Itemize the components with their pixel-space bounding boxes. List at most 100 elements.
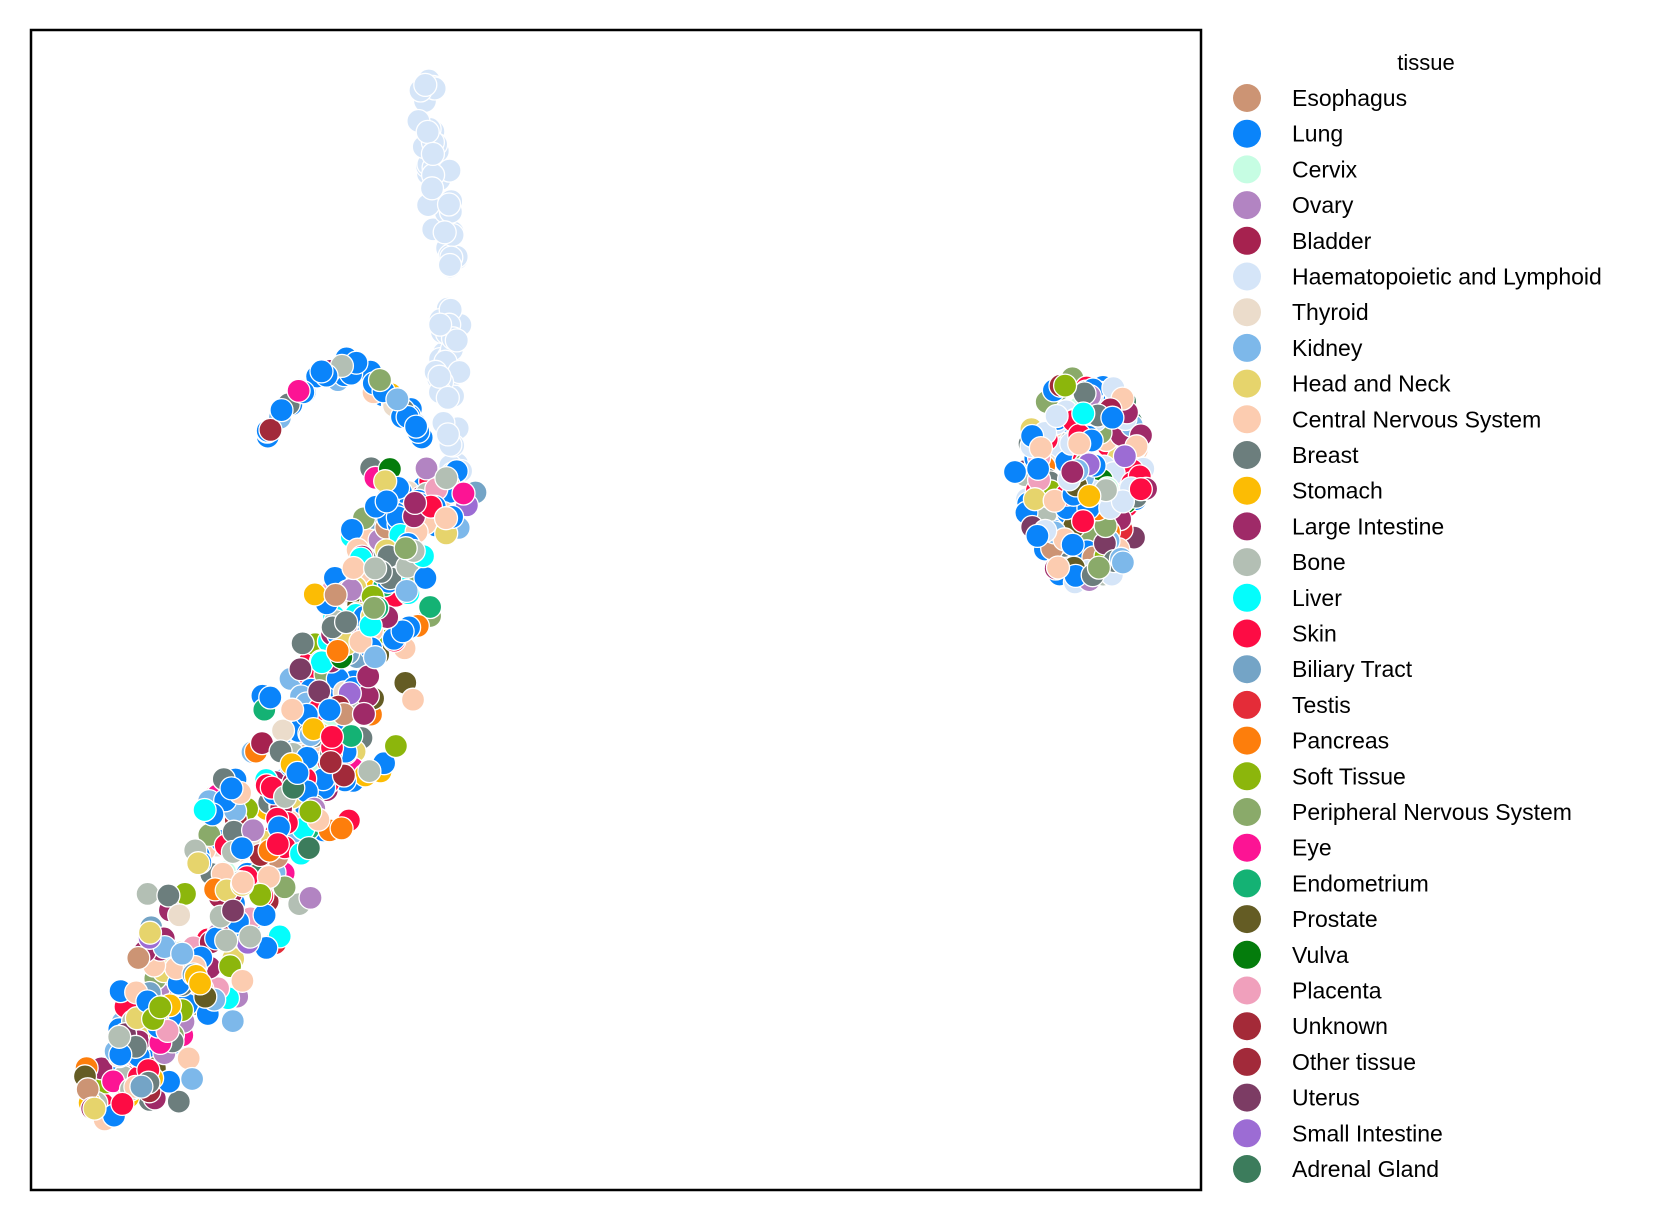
scatter-point: [435, 422, 461, 447]
scatter-point: [402, 490, 428, 516]
scatter-point: [413, 72, 438, 98]
legend-marker-soft-tissue: [1233, 762, 1261, 791]
scatter-point: [420, 141, 446, 167]
scatter-point: [110, 1091, 135, 1117]
scatter-point: [170, 941, 195, 966]
scatter-point: [329, 816, 354, 841]
scatter-point: [166, 1089, 191, 1114]
scatter-point: [270, 718, 296, 743]
legend: Esophagus Lung Cervix Ovary Bladder Haematopo…: [1233, 84, 1602, 1183]
legend-label: Other tissue: [1292, 1049, 1416, 1075]
scatter-point: [400, 687, 426, 712]
legend-label: Bone: [1292, 549, 1346, 575]
scatter-point: [252, 902, 277, 928]
scatter-point: [432, 220, 457, 245]
scatter-point: [129, 1074, 154, 1099]
legend-label: Small Intestine: [1292, 1120, 1443, 1146]
legend-marker-liver: [1233, 583, 1261, 612]
scatter-point: [444, 328, 469, 353]
scatter-point: [238, 924, 263, 949]
scatter-point: [220, 898, 246, 923]
scatter-point: [451, 481, 476, 506]
legend-label: Haematopoietic and Lymphoid: [1292, 264, 1602, 290]
scatter-point: [187, 971, 213, 996]
legend-marker-peripheral-nervous-system: [1233, 798, 1261, 826]
scatter-point: [1028, 435, 1054, 461]
legend-label: Ovary: [1292, 192, 1354, 218]
legend-marker-kidney: [1233, 333, 1261, 362]
legend-marker-endometrium: [1233, 869, 1261, 898]
scatter-point: [1045, 555, 1071, 580]
legend-label: Central Nervous System: [1292, 406, 1541, 432]
scatter-point: [434, 465, 459, 491]
scatter-point: [288, 657, 313, 682]
scatter-point: [1025, 523, 1050, 549]
scatter-point: [1110, 489, 1136, 514]
scatter-point: [1071, 401, 1096, 426]
scatter-point: [318, 749, 343, 775]
scatter-point: [374, 489, 399, 514]
scatter-point: [1044, 403, 1069, 429]
scatter-point: [167, 903, 192, 928]
scatter-point: [137, 920, 163, 945]
legend-marker-bone: [1233, 548, 1261, 577]
scatter-point: [427, 364, 452, 389]
legend-marker-prostate: [1233, 905, 1261, 934]
scatter-point: [385, 387, 410, 412]
legend-label: Biliary Tract: [1292, 656, 1413, 682]
scatter-point: [230, 968, 255, 993]
legend-marker-cervix: [1233, 155, 1261, 184]
scatter-point: [1025, 456, 1051, 481]
scatter-point: [317, 697, 342, 723]
legend-label: Head and Neck: [1292, 371, 1451, 397]
legend-marker-lung: [1233, 119, 1261, 148]
legend-title: tissue: [1397, 50, 1454, 75]
legend-label: Uterus: [1292, 1085, 1360, 1111]
scatter-point: [107, 1024, 132, 1049]
scatter-point: [265, 831, 290, 857]
legend-marker-esophagus: [1233, 84, 1261, 112]
legend-label: Placenta: [1292, 978, 1382, 1004]
scatter-point: [220, 1008, 245, 1034]
scatter-point: [417, 594, 443, 620]
legend-marker-thyroid: [1233, 298, 1261, 327]
scatter-point: [1112, 444, 1138, 469]
scatter-point: [427, 312, 453, 337]
legend-label: Bladder: [1292, 228, 1372, 254]
legend-label: Adrenal Gland: [1292, 1156, 1439, 1182]
scatter-point: [373, 469, 398, 494]
scatter-point: [1077, 483, 1102, 509]
scatter-point: [319, 724, 345, 749]
legend-marker-skin: [1233, 619, 1261, 648]
scatter-point: [415, 119, 440, 145]
scatter-point: [323, 582, 348, 608]
scatter-point: [1060, 532, 1085, 557]
scatter-point: [433, 506, 459, 531]
scatter-point: [383, 733, 409, 759]
scatter-point: [419, 176, 445, 201]
scatter-point: [290, 631, 315, 656]
legend-label: Stomach: [1292, 478, 1383, 504]
scatter-point: [285, 760, 310, 786]
legend-marker-large-intestine: [1233, 512, 1261, 541]
scatter-point: [390, 619, 415, 644]
legend-marker-adrenal-gland: [1233, 1155, 1261, 1183]
scatter-point: [258, 685, 283, 710]
scatter-point: [325, 638, 350, 664]
legend-label: Liver: [1292, 585, 1342, 611]
plot-frame: [29, 28, 1203, 1192]
scatter-point: [403, 414, 429, 439]
legend-marker-vulva: [1233, 940, 1261, 969]
legend-label: Unknown: [1292, 1013, 1388, 1039]
scatter-point: [1052, 373, 1078, 398]
legend-marker-small-intestine: [1233, 1119, 1261, 1148]
scatter-point: [1100, 405, 1125, 430]
legend-label: Esophagus: [1292, 85, 1407, 111]
legend-label: Kidney: [1292, 335, 1363, 361]
legend-label: Peripheral Nervous System: [1292, 799, 1572, 825]
scatter-point: [286, 378, 311, 403]
scatter-point: [279, 697, 305, 722]
scatter-point: [1060, 459, 1085, 485]
scatter-point: [269, 397, 294, 423]
scatter-point: [148, 995, 173, 1020]
